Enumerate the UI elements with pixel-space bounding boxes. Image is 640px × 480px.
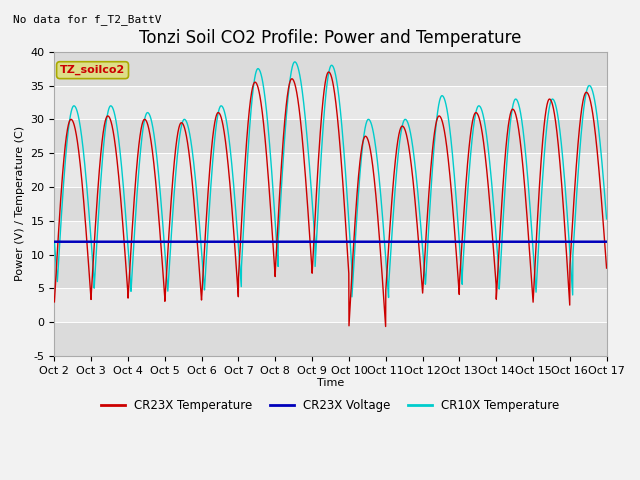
Bar <box>54 322 607 356</box>
X-axis label: Time: Time <box>317 379 344 388</box>
Bar <box>54 52 607 85</box>
Title: Tonzi Soil CO2 Profile: Power and Temperature: Tonzi Soil CO2 Profile: Power and Temper… <box>140 29 522 48</box>
Bar <box>54 120 607 153</box>
Bar <box>54 254 607 288</box>
Legend: CR23X Temperature, CR23X Voltage, CR10X Temperature: CR23X Temperature, CR23X Voltage, CR10X … <box>97 395 564 417</box>
Bar <box>54 187 607 221</box>
Text: No data for f_T2_BattV: No data for f_T2_BattV <box>13 14 161 25</box>
Y-axis label: Power (V) / Temperature (C): Power (V) / Temperature (C) <box>15 126 25 281</box>
Text: TZ_soilco2: TZ_soilco2 <box>60 65 125 75</box>
